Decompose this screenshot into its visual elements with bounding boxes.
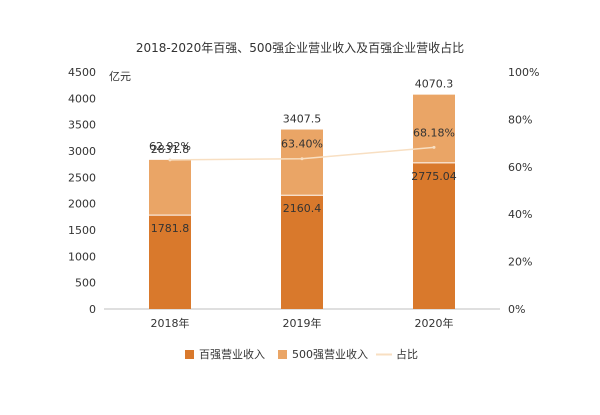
legend-swatch [185, 350, 194, 359]
label-top100-value: 2775.04 [411, 170, 457, 183]
ratio-point [300, 157, 304, 161]
bars [149, 94, 455, 310]
bar-top100 [413, 162, 455, 309]
legend-label: 500强营业收入 [292, 347, 368, 361]
y-left-tick-label: 3500 [68, 119, 96, 132]
label-top500-value: 2831.8 [151, 143, 190, 156]
y-left-tick-label: 500 [75, 277, 96, 290]
legend-swatch [278, 350, 287, 359]
y-left-tick-label: 2000 [68, 198, 96, 211]
x-tick-label: 2020年 [415, 316, 454, 330]
bar-top100 [281, 195, 323, 309]
y-left-tick-label: 4500 [68, 66, 96, 79]
label-ratio-value: 68.18% [413, 126, 455, 139]
ratio-point [432, 145, 436, 149]
y-left-tick-label: 3000 [68, 145, 96, 158]
data-labels: 2831.8 1781.8 3407.5 2160.4 4070.3 2775.04 62.… [149, 78, 457, 236]
y-right-tick-label: 20% [508, 256, 532, 269]
label-top100-value: 2160.4 [283, 202, 322, 215]
chart-title: 2018-2020年百强、500强企业营业收入及百强企业营收占比 [136, 40, 464, 55]
y-left-tick-label: 4000 [68, 92, 96, 105]
y-right-tick-label: 0% [508, 303, 525, 316]
ratio-line [168, 145, 436, 162]
label-ratio-value: 63.40% [281, 138, 323, 151]
y-left-tick-label: 0 [89, 303, 96, 316]
label-top500-value: 4070.3 [415, 78, 454, 91]
y-left-tick-label: 2500 [68, 171, 96, 184]
y-left-tick-label: 1000 [68, 250, 96, 263]
bar-top100 [149, 215, 191, 309]
x-tick-label: 2018年 [151, 316, 190, 330]
axes: 0 500 1000 1500 2000 2500 3000 3500 4000 4500 0% 20… [68, 66, 539, 330]
y-left-tick-label: 1500 [68, 224, 96, 237]
label-top100-value: 1781.8 [151, 222, 190, 235]
label-top500-value: 3407.5 [283, 113, 322, 126]
y-right-tick-label: 60% [508, 161, 532, 174]
y-right-tick-label: 40% [508, 208, 532, 221]
y-unit-label: 亿元 [109, 70, 131, 83]
y-right-tick-label: 100% [508, 66, 539, 79]
x-tick-label: 2019年 [283, 316, 322, 330]
legend-label: 占比 [396, 347, 418, 361]
ratio-point [168, 158, 172, 162]
label-ratio-value: 62.92% [149, 140, 191, 153]
y-right-tick-label: 80% [508, 113, 532, 126]
legend-label: 百强营业收入 [199, 347, 265, 361]
legend: 百强营业收入 500强营业收入 占比 [185, 347, 418, 361]
